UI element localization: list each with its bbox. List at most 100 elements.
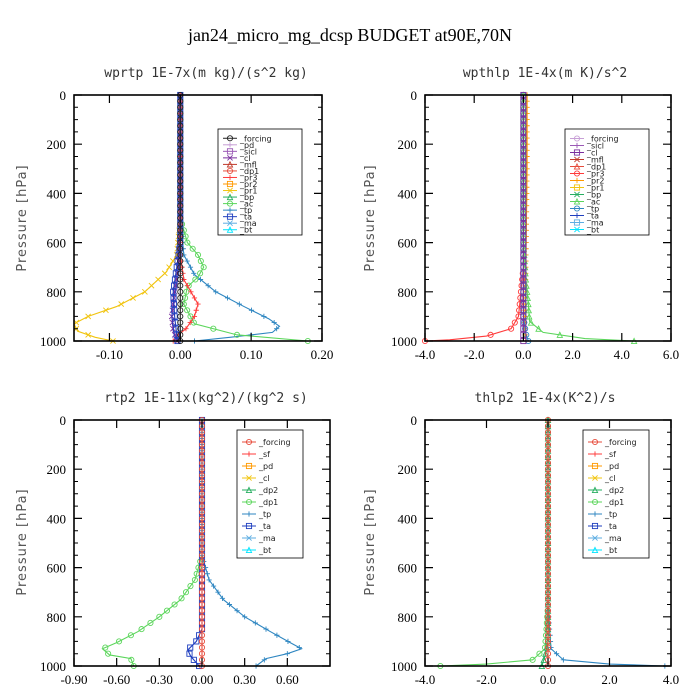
x-tick-label: -0.90: [60, 672, 87, 687]
x-tick-label: 6.0: [663, 347, 679, 362]
data-point: [181, 276, 187, 283]
data-point: [527, 318, 535, 326]
legend-entry: _pr3: [239, 173, 257, 182]
y-tick-label: 800: [47, 285, 67, 300]
data-point: [177, 313, 184, 320]
data-point: [520, 171, 527, 179]
data-point: [213, 289, 219, 295]
data-point: [147, 619, 154, 627]
data-point: [520, 264, 527, 271]
legend-marker: [591, 498, 599, 506]
legend-entry: _forcing: [258, 438, 291, 447]
legend-marker: [573, 219, 581, 226]
data-point: [524, 172, 530, 178]
data-point: [524, 129, 530, 135]
data-point: [197, 257, 204, 265]
data-point: [177, 171, 184, 178]
series-line-tp: [201, 420, 303, 667]
data-point: [560, 657, 566, 663]
data-point: [197, 276, 204, 283]
data-point: [198, 466, 206, 473]
data-point: [105, 650, 112, 657]
data-point: [524, 166, 530, 172]
legend-entry: _dp1: [604, 498, 624, 507]
data-point: [177, 190, 184, 197]
legend-entry: _ma: [604, 534, 622, 543]
legend-entry: _forcing: [239, 134, 272, 143]
data-point: [544, 583, 552, 590]
data-point: [544, 478, 552, 485]
data-point: [173, 264, 180, 271]
data-point: [234, 608, 240, 614]
legend-entry: _bp: [239, 193, 254, 202]
legend-marker: [573, 162, 581, 170]
legend: _forcing_pd_sicl_cl_mfl_dp1_pr3_pr2_pr1_…: [217, 128, 303, 236]
x-tick-label: 0.00: [169, 347, 192, 362]
data-point: [285, 638, 291, 644]
data-point: [520, 214, 527, 222]
data-point: [115, 638, 123, 645]
data-point: [177, 196, 184, 203]
legend-marker: [591, 546, 599, 554]
panel-title: rtp2 1E-11x(kg^2)/(kg^2 s): [104, 391, 308, 406]
data-point: [261, 313, 267, 319]
legend-marker: [226, 213, 234, 220]
data-point: [193, 307, 199, 313]
data-point: [516, 307, 523, 314]
data-point: [520, 128, 527, 135]
legend-entry: _ta: [258, 522, 271, 531]
legend-entry: _cl: [586, 149, 598, 158]
data-point: [271, 319, 277, 326]
legend-marker: [226, 135, 234, 142]
y-tick-label: 0: [411, 88, 418, 103]
data-point: [544, 521, 552, 528]
data-point: [544, 607, 552, 614]
data-point: [172, 270, 179, 277]
legend-marker: [245, 522, 253, 530]
data-point: [198, 441, 206, 448]
series-line-pr3: [424, 95, 524, 342]
data-point: [171, 313, 178, 320]
data-point: [163, 607, 171, 614]
data-point: [296, 644, 302, 651]
data-point: [210, 583, 217, 589]
legend-entry: _ta: [586, 212, 599, 221]
legend-marker: [591, 462, 599, 470]
legend-marker: [573, 135, 581, 142]
data-point: [177, 270, 184, 277]
data-point: [520, 319, 527, 326]
data-point: [524, 300, 532, 308]
data-point: [177, 276, 184, 283]
data-point: [166, 264, 173, 271]
data-point: [198, 576, 206, 583]
legend-entry: _ac: [239, 200, 253, 209]
data-point: [177, 134, 184, 142]
data-point: [520, 110, 527, 117]
x-tick-label: -4.0: [415, 672, 436, 687]
legend-marker: [226, 160, 234, 168]
data-point: [198, 626, 206, 633]
y-tick-label: 600: [47, 236, 67, 251]
data-point: [544, 644, 552, 651]
x-tick-label: 2.0: [564, 347, 580, 362]
legend: _forcing _sf _pd _cl _dp2 _dp1 _tp _ta _ma _bt: [236, 429, 304, 559]
legend-marker: [227, 154, 233, 161]
data-point: [544, 595, 552, 602]
data-point: [178, 595, 185, 602]
legend-marker: [246, 451, 252, 457]
data-point: [529, 656, 536, 663]
legend-entry: _pr1: [239, 187, 257, 196]
y-tick-label: 400: [47, 511, 67, 526]
data-point: [553, 651, 560, 657]
panel-title: wprtp 1E-7x(m kg)/(s^2 kg): [104, 66, 308, 81]
data-point: [198, 447, 206, 454]
data-point: [170, 294, 177, 302]
legend-marker: [226, 200, 234, 207]
data-point: [195, 564, 202, 571]
legend-marker: [573, 205, 581, 212]
data-point: [252, 620, 258, 626]
data-point: [524, 135, 530, 141]
data-point: [520, 270, 527, 277]
data-point: [544, 546, 552, 553]
data-point: [130, 295, 136, 301]
